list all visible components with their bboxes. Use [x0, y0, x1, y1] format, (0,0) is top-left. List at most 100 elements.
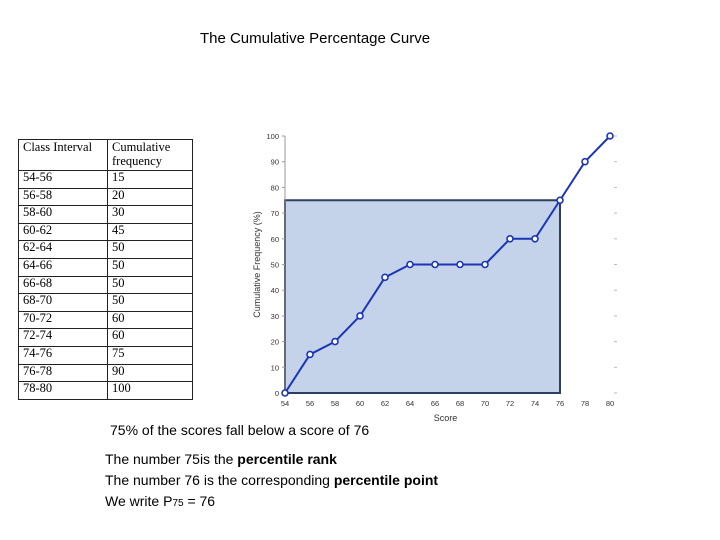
data-point: [481, 260, 489, 269]
data-point: [506, 235, 514, 243]
note-text: We write P: [105, 493, 173, 509]
note-percentile-point: The number 76 is the corresponding perce…: [105, 470, 438, 491]
cumulative-percentage-line: [284, 135, 611, 394]
data-point: [531, 235, 539, 243]
x-tick-label: 66: [431, 399, 439, 408]
x-tick-label: 80: [606, 399, 614, 408]
table-row: 68-70 50: [18, 293, 193, 312]
y-tick-label: 50: [271, 261, 279, 270]
cell-cumulative-frequency: 50: [107, 293, 193, 312]
cell-class-interval: 54-56: [18, 170, 108, 189]
data-point: [281, 389, 289, 397]
table-row: 70-72 60: [18, 310, 193, 330]
data-point: [356, 312, 364, 320]
percentile-region-box: [284, 199, 561, 394]
data-point: [331, 337, 339, 346]
x-axis-label: Score: [434, 413, 458, 423]
y-tick-label: 0: [275, 389, 279, 398]
table-row: 66-68 50: [18, 275, 193, 295]
x-tick-label: 62: [381, 399, 389, 408]
cell-cumulative-frequency: 30: [107, 205, 193, 224]
cell-cumulative-frequency: 20: [107, 187, 193, 207]
notation-subscript: 75: [172, 498, 184, 509]
x-tick-label: 68: [456, 399, 464, 408]
y-tick-label: 20: [271, 338, 279, 347]
data-point: [381, 273, 389, 282]
data-point: [406, 260, 414, 269]
note-text: = 76: [183, 493, 216, 509]
x-tick-label: 60: [356, 399, 364, 408]
x-tick-label: 56: [306, 399, 314, 408]
table-row: 56-58 20: [18, 187, 193, 207]
table-row: 78-80 100: [18, 381, 193, 400]
note-percentile-rank: The number 75is the percentile rank: [105, 449, 438, 470]
x-tick-label: 74: [531, 399, 539, 408]
data-point: [431, 260, 439, 269]
table-row: 62-64 50: [18, 240, 193, 259]
note-notation: We write P75 = 76: [105, 491, 438, 514]
y-axis-label: Cumulative Frequency (%): [252, 211, 262, 318]
cell-cumulative-frequency: 60: [107, 310, 193, 330]
y-tick-label: 100: [266, 132, 279, 141]
term-percentile-rank: percentile rank: [237, 451, 337, 467]
cell-class-interval: 72-74: [18, 328, 108, 347]
table-row: 72-74 60: [18, 328, 193, 347]
x-tick-label: 58: [331, 399, 339, 408]
cell-class-interval: 74-76: [18, 345, 108, 365]
table-row: 60-62 45: [18, 222, 193, 242]
cell-class-interval: 78-80: [18, 381, 108, 400]
cell-cumulative-frequency: 45: [107, 222, 193, 242]
x-tick-label: 76: [556, 399, 564, 408]
cell-class-interval: 70-72: [18, 310, 108, 330]
cell-class-interval: 62-64: [18, 240, 108, 259]
cell-cumulative-frequency: 15: [107, 170, 193, 189]
cell-cumulative-frequency: 50: [107, 275, 193, 295]
table-header-row: Class Interval Cumulative frequency: [18, 139, 193, 171]
cell-class-interval: 60-62: [18, 222, 108, 242]
data-point: [456, 260, 464, 269]
data-point: [606, 132, 614, 140]
data-point: [556, 196, 564, 205]
explanation-notes: The number 75is the percentile rank The …: [105, 449, 438, 514]
table-row: 74-76 75: [18, 345, 193, 365]
cell-class-interval: 76-78: [18, 363, 108, 383]
x-tick-label: 72: [506, 399, 514, 408]
slide-title: The Cumulative Percentage Curve: [199, 30, 431, 47]
note-text: The number 76 is the corresponding: [105, 472, 334, 488]
y-tick-label: 70: [271, 209, 279, 218]
cell-class-interval: 68-70: [18, 293, 108, 312]
x-tick-label: 70: [481, 399, 489, 408]
column-header-class-interval: Class Interval: [18, 139, 108, 171]
x-tick-label: 78: [581, 399, 589, 408]
y-tick-label: 40: [271, 286, 279, 295]
table-row: 64-66 50: [18, 257, 193, 277]
cell-cumulative-frequency: 60: [107, 328, 193, 347]
table-row: 76-78 90: [18, 363, 193, 383]
note-text: The number 75is the: [105, 451, 238, 467]
chart-caption: 75% of the scores fall below a score of …: [110, 422, 370, 438]
cell-cumulative-frequency: 50: [107, 257, 193, 277]
data-point: [306, 350, 314, 359]
cell-cumulative-frequency: 100: [107, 381, 193, 400]
cell-cumulative-frequency: 50: [107, 240, 193, 259]
cumulative-frequency-table: Class Interval Cumulative frequency 54-5…: [18, 139, 193, 400]
cell-cumulative-frequency: 90: [107, 363, 193, 383]
term-percentile-point: percentile point: [333, 472, 439, 488]
x-tick-label: 64: [406, 399, 414, 408]
plot-layer: 0 10 20 30 40 50 60 70 80 90 100 54 56 58 60 62 64 66 68 70…: [266, 132, 617, 408]
cell-class-interval: 64-66: [18, 257, 108, 277]
column-header-cumulative-frequency: Cumulative frequency: [107, 139, 193, 171]
cell-cumulative-frequency: 75: [107, 345, 193, 365]
y-tick-label: 10: [271, 363, 279, 372]
y-tick-label: 80: [271, 183, 279, 192]
table-row: 54-56 15: [18, 170, 193, 189]
y-tick-label: 30: [271, 312, 279, 321]
cell-class-interval: 58-60: [18, 205, 108, 224]
cumulative-percentage-chart: 0 10 20 30 40 50 60 70 80 90 100 54 56 58 60 62 64 66 68 70…: [252, 132, 617, 423]
cell-class-interval: 66-68: [18, 275, 108, 295]
x-tick-label: 54: [281, 399, 289, 408]
y-tick-label: 90: [271, 158, 279, 167]
data-point: [581, 157, 589, 166]
cell-class-interval: 56-58: [18, 187, 108, 207]
table-row: 58-60 30: [18, 205, 193, 224]
